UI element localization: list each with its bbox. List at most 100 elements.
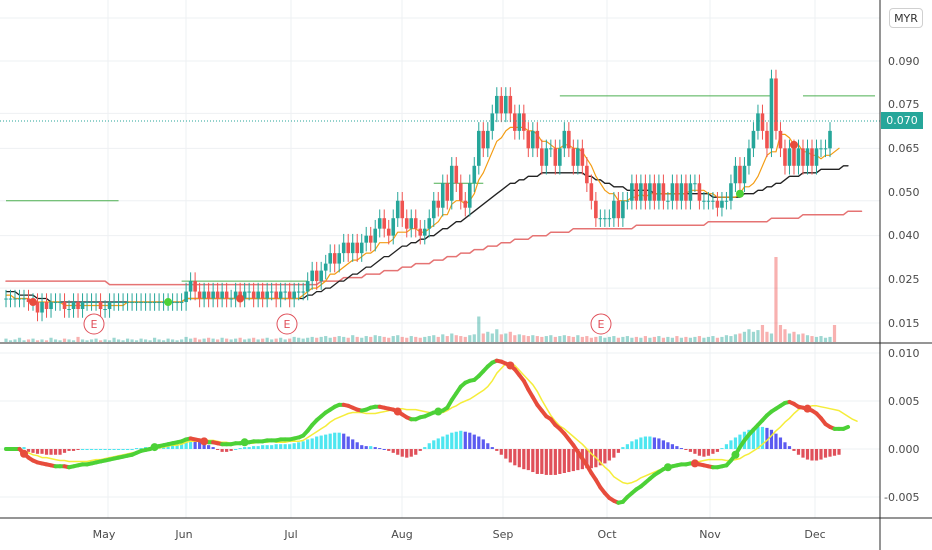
volume-bar [49, 337, 53, 342]
candle-body [517, 113, 522, 131]
volume-bar [742, 331, 747, 342]
volume-bar [180, 339, 184, 342]
histogram-bar [684, 449, 688, 450]
volume-bar [693, 336, 697, 342]
histogram-bar [107, 449, 112, 450]
candle-body [157, 302, 161, 304]
histogram-bar [346, 436, 350, 449]
volume-bar [711, 336, 715, 342]
histogram-bar [832, 449, 837, 456]
volume-bar [387, 337, 391, 342]
candle-body [630, 183, 634, 201]
candle-body [292, 291, 296, 299]
volume-bar [463, 336, 467, 342]
histogram-bar [49, 449, 53, 455]
price-tick: 0.050 [888, 186, 920, 199]
volume-bar [143, 339, 148, 342]
earnings-marker[interactable]: E [276, 313, 298, 335]
histogram-bar [733, 437, 738, 449]
time-tick: Nov [699, 528, 721, 541]
histogram-bar [171, 444, 175, 449]
candle-body [400, 200, 405, 219]
candle-body [251, 291, 256, 299]
histogram-bar [553, 449, 557, 475]
volume-bar [558, 336, 562, 342]
histogram-bar [792, 449, 796, 451]
volume-bar [571, 336, 575, 342]
oscillator-lines [4, 358, 858, 505]
volume-bar [553, 336, 557, 342]
histogram-bar [720, 448, 724, 450]
volume-bar [256, 339, 260, 342]
volume-bar [292, 336, 296, 342]
volume-bar [796, 334, 801, 342]
candle-body [184, 291, 188, 303]
volume-bar [198, 339, 202, 342]
time-axis[interactable]: May Jun Jul Aug Sep Oct Nov Dec [93, 528, 826, 541]
candle-body [670, 183, 675, 201]
histogram-bar [459, 430, 463, 449]
candle-body [634, 183, 639, 201]
volume-bar [391, 336, 395, 342]
candle-body [702, 200, 706, 202]
time-tick: Jun [174, 528, 192, 541]
candle-body [62, 302, 67, 310]
candle-body [53, 302, 58, 304]
volume-bar [229, 339, 233, 342]
candle-body [224, 291, 229, 299]
candle-body [580, 148, 585, 166]
histogram-bar [189, 437, 193, 449]
candle-body [13, 298, 17, 300]
candle-body [152, 302, 157, 304]
volume-bar [778, 325, 783, 342]
candle-body [265, 291, 269, 299]
earnings-marker[interactable]: E [590, 313, 612, 335]
earnings-markers[interactable]: E E E [83, 313, 612, 335]
price-horizontal-gridlines [0, 17, 880, 324]
histogram-bar [211, 447, 215, 449]
candle-body [458, 183, 463, 201]
volume-bar [53, 339, 58, 342]
crossover-dot [506, 361, 515, 370]
volume-bar [765, 331, 769, 342]
candle-body [562, 130, 567, 149]
histogram-bar [67, 449, 71, 451]
volume-bar [116, 339, 121, 342]
histogram-bar [666, 442, 670, 449]
candle-body [666, 200, 670, 202]
price-axis[interactable]: 0.090 0.075 0.065 0.050 0.040 0.025 0.01… [888, 55, 920, 330]
histogram-bar [292, 443, 296, 449]
volume-bar [121, 340, 125, 342]
candle-body [531, 130, 535, 149]
candle-body [328, 253, 332, 264]
volume-bar [751, 331, 756, 342]
histogram-bar [364, 446, 368, 449]
histogram-bar [35, 449, 40, 454]
candle-body [103, 309, 107, 311]
candle-body [535, 130, 540, 149]
main-line-segment [841, 424, 851, 431]
candle-body [323, 263, 328, 271]
volume-bar [319, 336, 323, 342]
histogram-bar [328, 433, 332, 449]
histogram-bar [738, 434, 742, 449]
candle-body [17, 298, 22, 300]
currency-button[interactable]: MYR [889, 8, 923, 28]
candle-body [436, 200, 441, 208]
histogram-bar [288, 444, 292, 449]
volume-bar [315, 337, 319, 342]
histogram-bar [180, 441, 184, 449]
candle-body [341, 242, 346, 254]
earnings-marker[interactable]: E [83, 313, 105, 335]
histogram-bar [31, 449, 35, 453]
candle-body [823, 148, 828, 150]
oscillator-axis[interactable]: 0.010 0.005 0.000 -0.005 [884, 347, 920, 504]
volume-bar [31, 338, 35, 342]
histogram-bar [517, 449, 521, 468]
histogram-bar [98, 449, 103, 450]
volume-bars [4, 257, 837, 342]
volume-bar [522, 335, 526, 342]
volume-bar [409, 336, 413, 342]
volume-bar [544, 336, 548, 342]
